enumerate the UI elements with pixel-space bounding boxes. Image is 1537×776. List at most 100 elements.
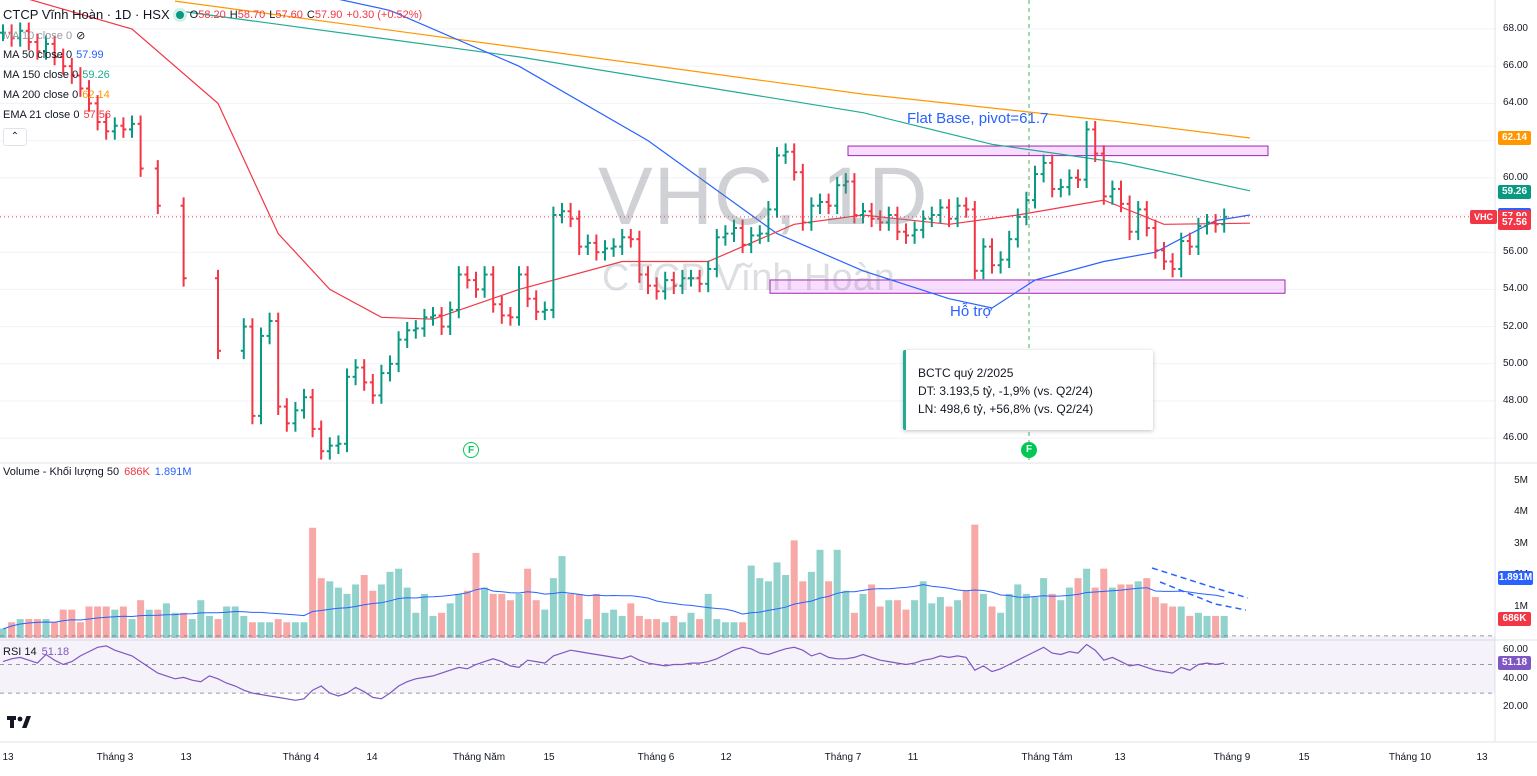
price-axis-label: 50.00 [1502, 357, 1528, 369]
price-tag: 59.26 [1498, 184, 1531, 199]
volume-bar [360, 575, 368, 638]
symbol-price-tag: VHC [1470, 210, 1497, 224]
hidden-eye-icon[interactable]: ⊘ [76, 30, 86, 42]
legend-name: MA 50 close 0 [3, 49, 73, 61]
volume-axis-label: 3M [1514, 537, 1528, 549]
volume-ma-value: 1.891M [154, 466, 192, 478]
legend-name: MA 10 close 0 [3, 29, 73, 42]
volume-bar [197, 600, 205, 638]
volume-bar [420, 593, 428, 638]
volume-bar [1074, 578, 1082, 638]
time-axis-label: Tháng 9 [1213, 752, 1251, 763]
volume-bar [644, 619, 652, 638]
volume-bar [498, 593, 506, 638]
volume-bar [661, 622, 669, 638]
volume-bar [68, 609, 76, 638]
rsi-legend-name: RSI 14 [3, 646, 37, 658]
volume-bar [524, 568, 532, 638]
price-axis-label: 66.00 [1502, 60, 1528, 72]
volume-bar [532, 600, 540, 638]
ma200-line [174, 0, 1251, 139]
volume-bar [567, 593, 575, 638]
volume-bar [541, 609, 549, 638]
legend-row[interactable]: MA 50 close 0 57.99 [3, 49, 104, 61]
volume-bar [1117, 584, 1125, 638]
volume-bar [936, 597, 944, 638]
volume-bar [111, 609, 119, 638]
volume-bar [988, 606, 996, 638]
volume-bar [618, 615, 626, 638]
ohlc-value: 58.20 [198, 8, 226, 21]
volume-bar [928, 603, 936, 638]
volume-bar [506, 600, 514, 638]
volume-axis-label: 4M [1514, 506, 1528, 517]
volume-bar [816, 549, 824, 638]
legend-row[interactable]: MA 200 close 0 62.14 [3, 89, 110, 101]
ohlc-value: +0.30 (+0.52%) [346, 8, 423, 21]
volume-bar [33, 619, 41, 638]
callout-line: LN: 498,6 tỷ, +56,8% (vs. Q2/24) [918, 402, 1094, 416]
volume-bar [696, 619, 704, 638]
volume-bar [214, 619, 222, 638]
ohlc-readout: O 58.20 H 58.70 L 57.60 C 57.90 +0.30 (+0.52%) [190, 9, 423, 21]
volume-bar [1220, 615, 1228, 638]
volume-bar [377, 584, 385, 638]
legend-row[interactable]: EMA 21 close 0 57.56 [3, 109, 111, 121]
financials-marker[interactable]: F [1021, 442, 1037, 458]
volume-bar [919, 581, 927, 638]
time-axis-label: Tháng Năm [452, 752, 506, 763]
volume-bar [549, 578, 557, 638]
time-axis-label: 15 [1298, 752, 1310, 763]
volume-bar [334, 587, 342, 638]
volume-bar [962, 590, 970, 638]
volume-axis-label: 1M [1514, 600, 1528, 612]
collapse-legend-button[interactable]: ⌃ [3, 128, 27, 146]
watermark-symbol: VHC, 1D [598, 151, 929, 242]
volume-bar [979, 593, 987, 638]
volume-trend-lines [1151, 567, 1249, 611]
volume-bar [704, 593, 712, 638]
legend-name: EMA 21 close 0 [3, 109, 80, 121]
time-axis-label: 11 [907, 752, 919, 763]
legend-row[interactable]: MA 150 close 0 59.26 [3, 69, 110, 81]
legend-row[interactable]: MA 10 close 0 ⊘ [3, 29, 86, 43]
volume-bar [825, 581, 833, 638]
volume-bar [266, 622, 274, 638]
volume-bar [463, 590, 471, 638]
volume-tag: 1.891M [1498, 571, 1533, 586]
volume-bar [1108, 587, 1116, 638]
volume-bar [412, 612, 420, 638]
volume-bar [790, 540, 798, 638]
flat-base-label[interactable]: Flat Base, pivot=61.7 [907, 110, 1049, 127]
legend-name: MA 200 close 0 [3, 89, 79, 101]
price-axis-label: 68.00 [1502, 23, 1528, 34]
volume-bar [747, 565, 755, 638]
volume-bar [446, 603, 454, 638]
callout-line: DT: 3.193,5 tỷ, -1,9% (vs. Q2/24) [918, 384, 1093, 398]
earnings-callout[interactable]: BCTC quý 2/2025 DT: 3.193,5 tỷ, -1,9% (v… [903, 350, 1153, 430]
ohlc-key: O [189, 8, 199, 21]
time-axis-label: Tháng 3 [96, 752, 134, 763]
volume-bar [188, 619, 196, 638]
rsi-axis-label: 40.00 [1502, 672, 1528, 684]
financials-marker[interactable]: F [463, 442, 479, 458]
volume-bar [1126, 584, 1134, 638]
volume-bar [309, 527, 317, 638]
volume-bar [102, 606, 110, 638]
volume-bar [8, 622, 16, 638]
volume-bar [403, 587, 411, 638]
volume-bar [489, 593, 497, 638]
time-axis-label: 13 [180, 752, 192, 763]
volume-bar [739, 622, 747, 638]
volume-bar [76, 622, 84, 638]
volume-bar [1143, 578, 1151, 638]
volume-bar [1057, 600, 1065, 638]
volume-bar [1065, 587, 1073, 638]
symbol-title[interactable]: CTCP Vĩnh Hoàn · 1D · HSX [3, 7, 170, 22]
support-label[interactable]: Hỗ trợ [950, 303, 993, 320]
volume-legend-value: 686K [124, 466, 150, 478]
volume-bar [472, 552, 480, 638]
tradingview-logo-icon[interactable] [7, 714, 31, 732]
volume-bar [171, 612, 179, 638]
